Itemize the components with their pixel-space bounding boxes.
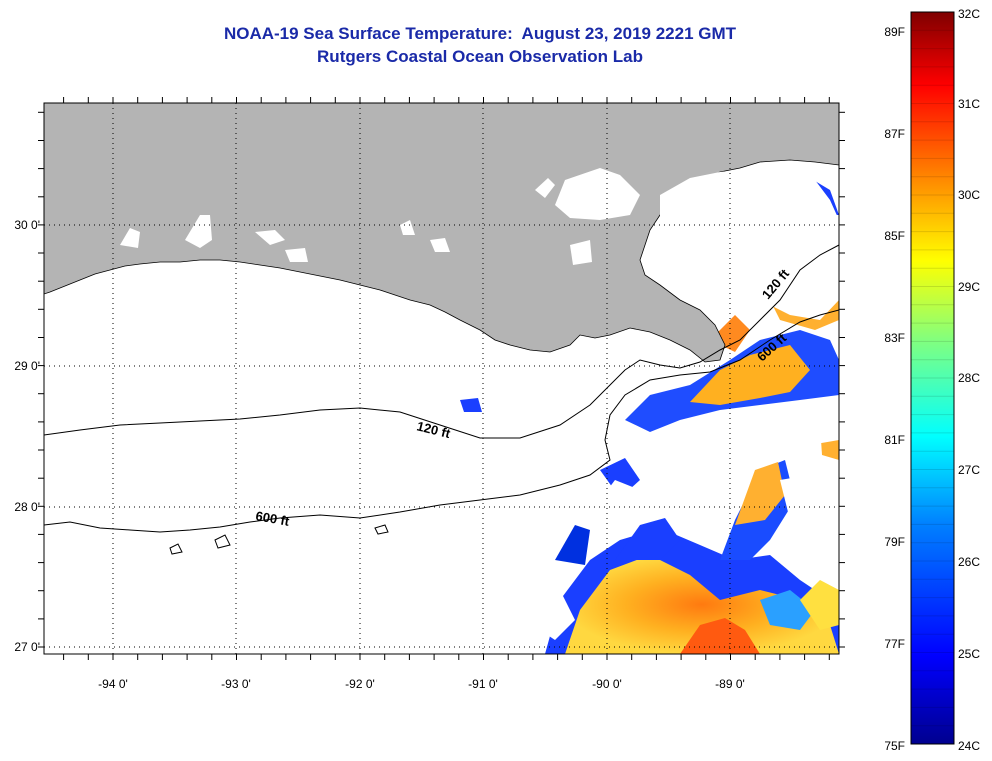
- fahrenheit-label: 87F: [884, 127, 905, 141]
- contour-120ft: [44, 244, 839, 439]
- fahrenheit-labels: 89F 87F 85F 83F 81F 79F 77F 75F: [884, 25, 905, 753]
- fahrenheit-label: 75F: [884, 739, 905, 753]
- fahrenheit-label: 79F: [884, 535, 905, 549]
- lat-label: 27 0': [14, 640, 40, 654]
- celsius-label: 26C: [958, 555, 980, 569]
- lon-label: -92 0': [345, 677, 375, 691]
- chart-title: NOAA-19 Sea Surface Temperature: August …: [0, 22, 960, 68]
- lat-label: 29 0': [14, 359, 40, 373]
- fahrenheit-label: 83F: [884, 331, 905, 345]
- title-line-2: Rutgers Coastal Ocean Observation Lab: [317, 47, 643, 66]
- fahrenheit-label: 77F: [884, 637, 905, 651]
- celsius-label: 25C: [958, 647, 980, 661]
- axis-ticks: [38, 97, 845, 660]
- celsius-label: 24C: [958, 739, 980, 753]
- isobath-contours: [44, 244, 839, 555]
- lon-label: -90 0': [592, 677, 622, 691]
- graticule: [44, 103, 839, 654]
- contour-600ft: [44, 309, 839, 533]
- fahrenheit-label: 89F: [884, 25, 905, 39]
- lon-label: -89 0': [715, 677, 745, 691]
- celsius-label: 31C: [958, 97, 980, 111]
- map-frame: [43, 102, 840, 655]
- celsius-label: 30C: [958, 188, 980, 202]
- fahrenheit-label: 81F: [884, 433, 905, 447]
- celsius-label: 32C: [958, 7, 980, 21]
- lon-label: -91 0': [468, 677, 498, 691]
- longitude-labels: -94 0' -93 0' -92 0' -91 0' -90 0' -89 0…: [98, 677, 745, 691]
- colorbar-ticks: [911, 11, 954, 727]
- lat-label: 30 0': [14, 218, 40, 232]
- celsius-label: 28C: [958, 371, 980, 385]
- latitude-labels: 30 0' 29 0' 28 0' 27 0': [14, 218, 40, 654]
- cloud-mask: [540, 400, 839, 640]
- lon-label: -94 0': [98, 677, 128, 691]
- title-line-1: NOAA-19 Sea Surface Temperature: August …: [223, 24, 737, 43]
- temperature-colorbar: [910, 11, 955, 745]
- celsius-label: 27C: [958, 463, 980, 477]
- celsius-label: 29C: [958, 280, 980, 294]
- fahrenheit-label: 85F: [884, 229, 905, 243]
- contour-label-600ft-west: 600 ft: [254, 508, 291, 529]
- lon-label: -93 0': [221, 677, 251, 691]
- land-cloud-mask: [120, 168, 839, 320]
- celsius-labels: 32C 31C 30C 29C 28C 27C 26C 25C 24C: [958, 7, 980, 753]
- lat-label: 28 0': [14, 500, 40, 514]
